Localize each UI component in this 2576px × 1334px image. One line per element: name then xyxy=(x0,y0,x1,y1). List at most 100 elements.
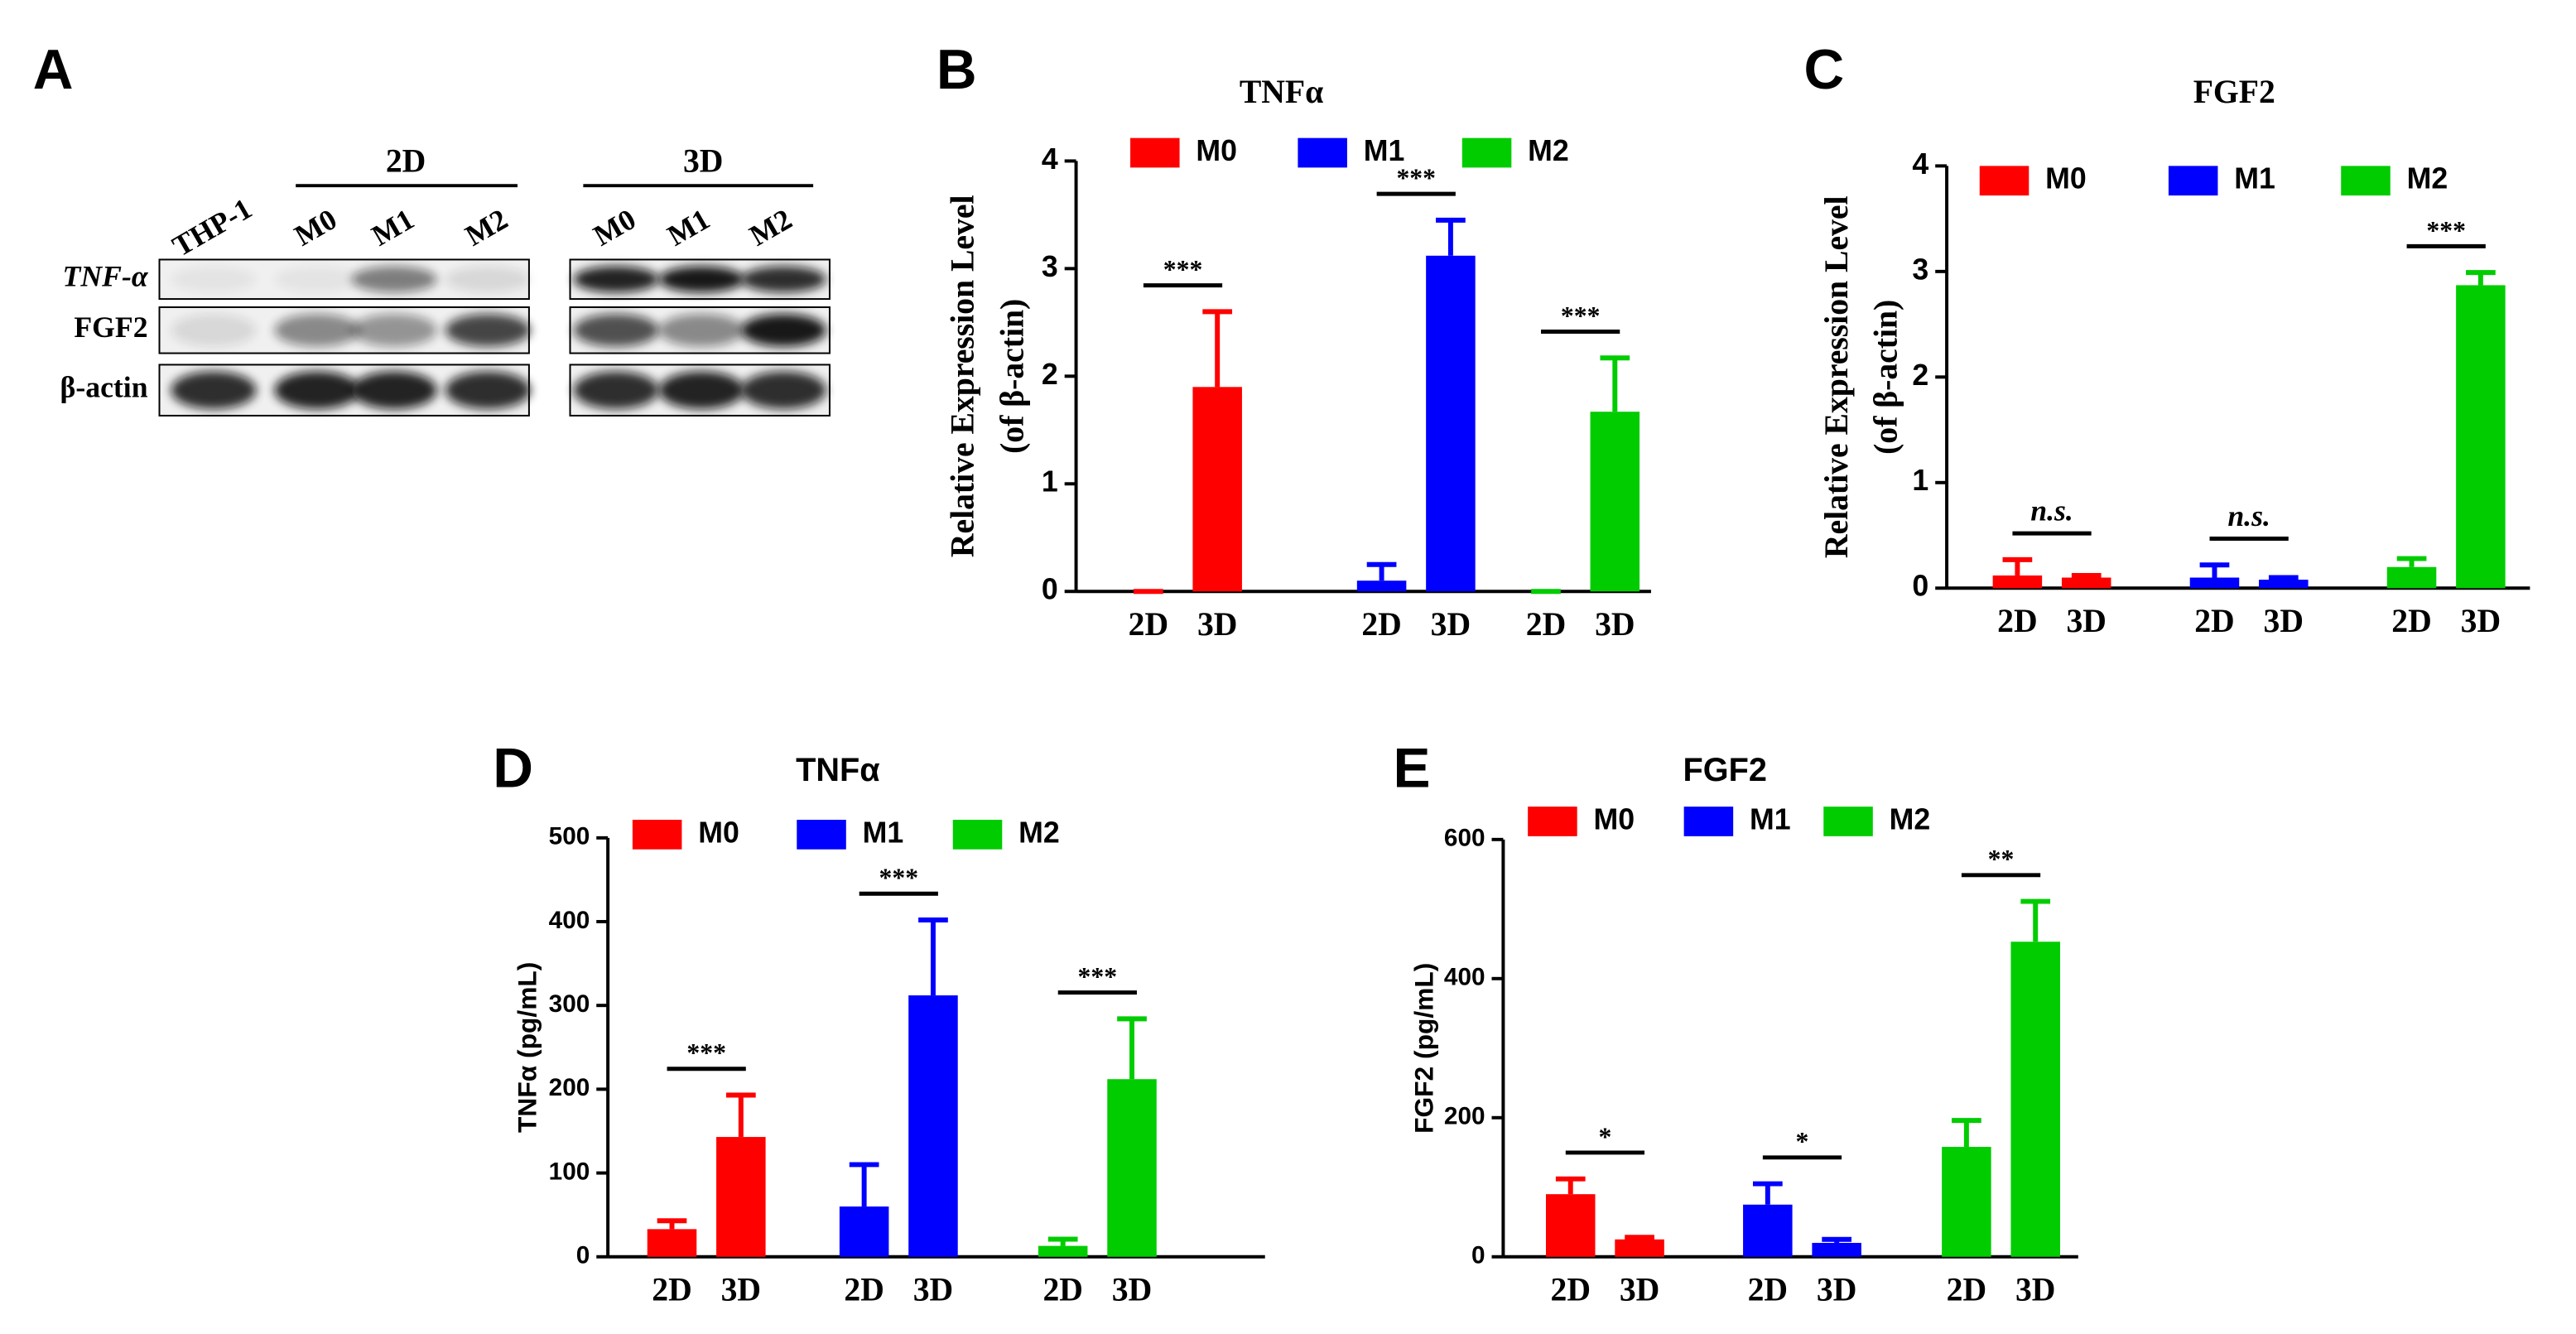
y-tick-label: 100 xyxy=(549,1158,590,1185)
y-tick-label: 3 xyxy=(1042,250,1058,283)
chart-title: TNFα xyxy=(796,752,879,788)
legend-swatch xyxy=(952,820,1003,850)
y-tick-label: 600 xyxy=(1444,825,1485,852)
blot-band xyxy=(573,266,659,293)
x-tick-label: 2D xyxy=(2194,603,2234,639)
x-tick-label: 3D xyxy=(1112,1272,1152,1308)
y-tick-label: 1 xyxy=(1912,464,1928,497)
bar xyxy=(1992,575,2043,589)
legend-label: M1 xyxy=(1364,134,1405,167)
y-axis-label: FGF2 (pg/mL) xyxy=(1409,963,1439,1134)
panel-a: A 2D 3D THP-1 M0 M1 M2 M0 M1 M2 TNF-α FGF2 β-acti… xyxy=(33,39,831,417)
chart-title: TNFα xyxy=(1240,74,1323,110)
bar xyxy=(2456,285,2506,589)
significance-label: *** xyxy=(1078,962,1118,991)
blot-band xyxy=(740,266,826,293)
x-tick-label: 3D xyxy=(913,1272,953,1308)
x-tick-label: 2D xyxy=(1748,1272,1788,1308)
x-tick-label: 2D xyxy=(844,1272,884,1308)
legend-swatch xyxy=(1979,166,2030,196)
bar xyxy=(839,1206,889,1257)
x-tick-label: 2D xyxy=(2391,603,2431,639)
row-label: FGF2 xyxy=(74,311,147,344)
lane-label: M2 xyxy=(460,202,513,252)
legend-label: M2 xyxy=(1890,802,1931,836)
significance-label: n.s. xyxy=(2030,494,2073,527)
y-tick-label: 0 xyxy=(1912,570,1928,603)
x-tick-label: 3D xyxy=(1431,606,1471,643)
blot-band xyxy=(274,266,360,293)
bar xyxy=(1812,1242,1861,1257)
panel-letter: C xyxy=(1803,39,1844,101)
blot-band xyxy=(351,313,437,347)
significance-label: *** xyxy=(686,1038,726,1067)
blot-band xyxy=(740,313,826,347)
y-tick-label: 4 xyxy=(1912,147,1928,181)
y-tick-label: 400 xyxy=(1444,964,1485,991)
bar xyxy=(2386,566,2437,589)
y-axis-label: Relative Expression Level xyxy=(945,195,981,558)
legend-swatch xyxy=(1461,137,1512,168)
bar xyxy=(908,995,958,1257)
panel-letter: D xyxy=(493,737,533,799)
blot-band xyxy=(351,371,437,410)
bar xyxy=(1426,255,1476,592)
blot-band xyxy=(171,313,257,347)
legend-swatch xyxy=(1528,807,1577,836)
panel-letter: E xyxy=(1393,737,1430,799)
legend-swatch xyxy=(1298,137,1347,168)
x-tick-label: 2D xyxy=(1997,603,2037,639)
y-tick-label: 1 xyxy=(1042,465,1058,498)
legend-swatch xyxy=(2168,166,2218,196)
x-tick-label: 2D xyxy=(1129,606,1168,643)
x-tick-label: 3D xyxy=(2461,603,2501,639)
legend-label: M0 xyxy=(1196,134,1237,167)
blot-band xyxy=(573,313,659,347)
x-tick-label: 3D xyxy=(2264,603,2304,639)
y-tick-label: 0 xyxy=(1042,573,1058,606)
panel-letter: A xyxy=(33,39,74,101)
bar xyxy=(1192,387,1242,592)
blot-band xyxy=(658,371,744,410)
legend-swatch xyxy=(632,820,682,850)
legend-swatch xyxy=(1130,137,1180,168)
x-tick-label: 3D xyxy=(1620,1272,1659,1308)
significance-label: n.s. xyxy=(2227,499,2270,532)
chart-title: FGF2 xyxy=(2193,74,2275,110)
bar xyxy=(2061,577,2111,589)
significance-label: *** xyxy=(1163,255,1203,284)
y-tick-label: 4 xyxy=(1042,142,1058,176)
lane-label: M2 xyxy=(744,202,797,252)
x-tick-label: 2D xyxy=(652,1272,691,1308)
legend-swatch xyxy=(2341,166,2391,196)
y-tick-label: 2 xyxy=(1042,358,1058,391)
bar xyxy=(1615,1239,1664,1257)
legend-label: M2 xyxy=(2407,162,2448,195)
significance-label: * xyxy=(1796,1127,1809,1156)
significance-label: ** xyxy=(1988,845,2015,874)
legend-label: M1 xyxy=(1750,802,1791,836)
blot-band xyxy=(740,371,826,410)
blot-band xyxy=(445,371,531,410)
y-tick-label: 500 xyxy=(549,823,590,850)
bar xyxy=(1942,1147,1991,1257)
legend-label: M1 xyxy=(863,816,904,849)
y-tick-label: 400 xyxy=(549,907,590,934)
bar xyxy=(1545,1194,1596,1257)
y-tick-label: 0 xyxy=(576,1242,590,1269)
legend-swatch xyxy=(797,820,846,850)
group-label: 3D xyxy=(683,143,723,180)
blot-band xyxy=(274,313,360,347)
blot-band xyxy=(351,266,437,293)
y-axis-label: TNFα (pg/mL) xyxy=(512,962,542,1133)
blot-band xyxy=(658,313,744,347)
bar xyxy=(1743,1204,1793,1257)
y-tick-label: 300 xyxy=(549,990,590,1018)
legend-swatch xyxy=(1683,807,1734,836)
bar xyxy=(647,1229,697,1257)
bar xyxy=(1590,412,1640,592)
x-tick-label: 2D xyxy=(1551,1272,1591,1308)
legend-label: M2 xyxy=(1018,816,1060,849)
x-tick-label: 2D xyxy=(1526,606,1566,643)
